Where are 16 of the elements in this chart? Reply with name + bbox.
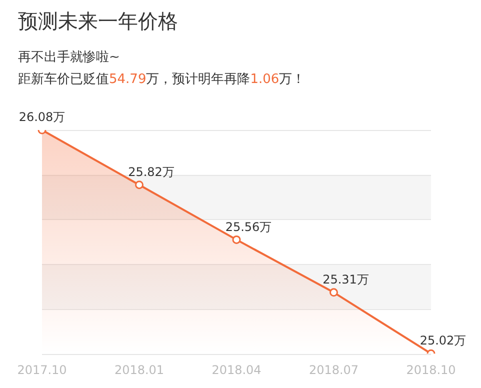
data-label: 26.08万 xyxy=(18,110,66,124)
point xyxy=(135,180,144,190)
point xyxy=(330,288,338,297)
x-tick-label: 2017.10 xyxy=(17,362,67,377)
x-tick-label: 2018.10 xyxy=(406,362,456,377)
chart-title: 预测未来一年价格 xyxy=(18,8,178,35)
x-tick-label: 2018.07 xyxy=(308,362,359,377)
chart-subtitle: 再不出手就惨啦~ xyxy=(18,49,120,66)
x-tick-label: 2018.04 xyxy=(212,362,262,377)
data-label: 25.02万 xyxy=(420,334,466,348)
text: 距新车价已贬值54.79万，预计明年再降1.06万！ xyxy=(18,71,306,88)
x-tick-label: 2018.01 xyxy=(114,362,164,377)
data-label: 25.31万 xyxy=(322,272,369,287)
point xyxy=(232,235,241,244)
data-label: 25.56万 xyxy=(225,220,272,234)
data-label: 25.82万 xyxy=(128,164,174,179)
